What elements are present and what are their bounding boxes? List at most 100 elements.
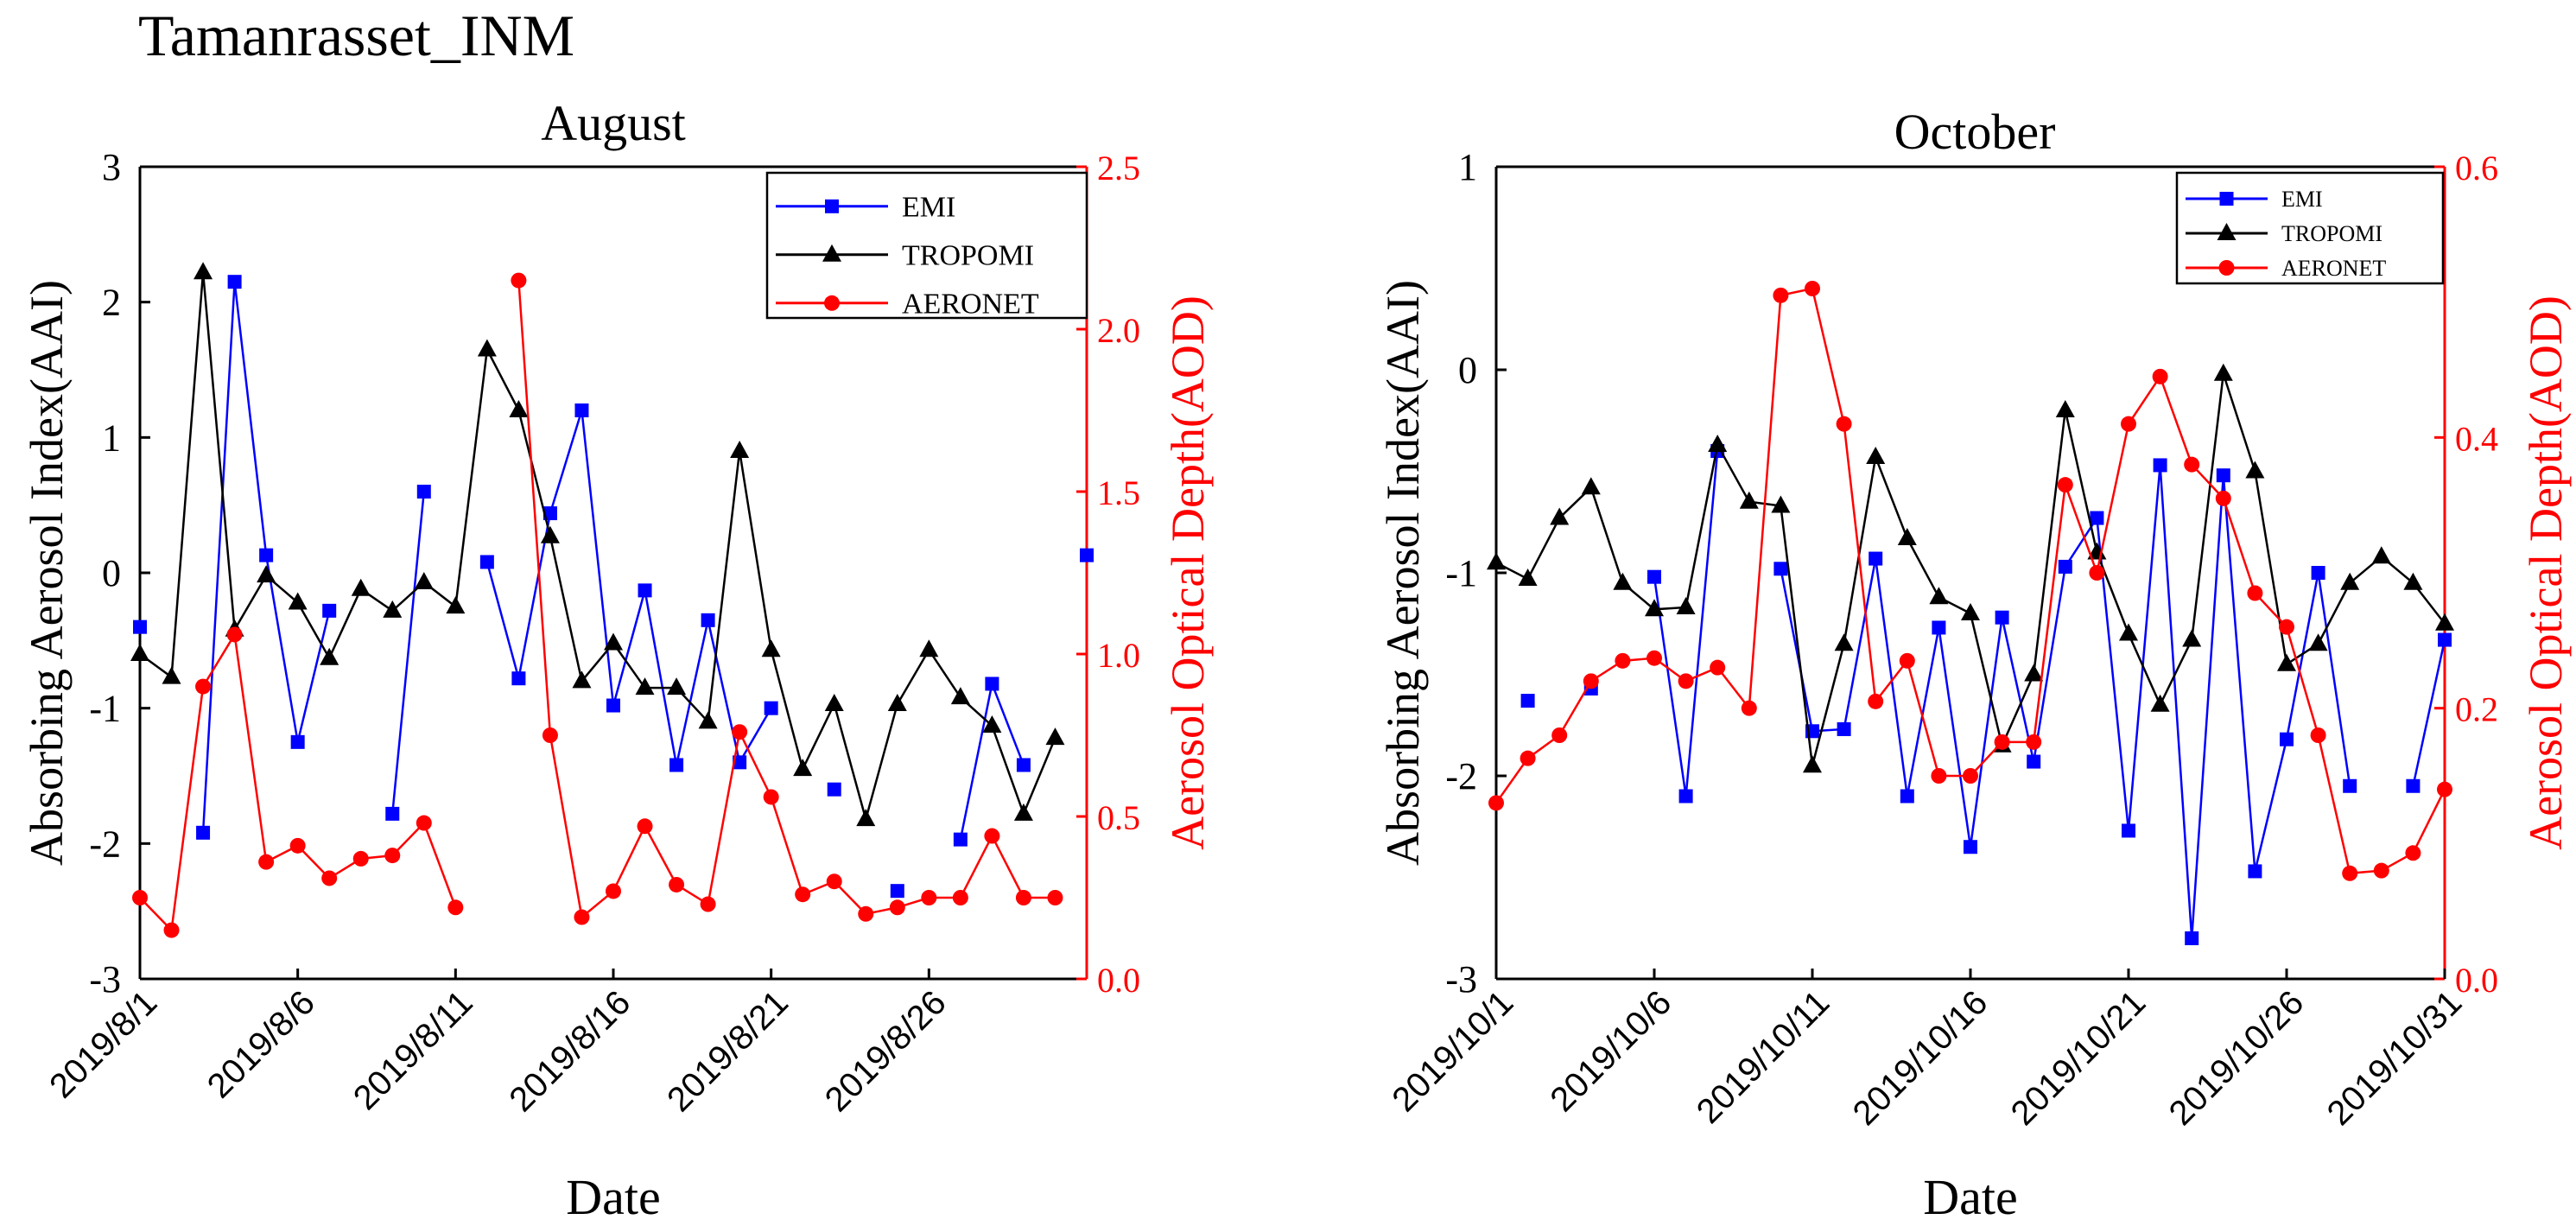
data-point-emi	[290, 734, 305, 749]
data-point-tropomi	[1708, 434, 1728, 452]
data-point-emi	[2185, 931, 2199, 945]
data-point-emi	[985, 677, 999, 691]
x-tick-label: 2019/8/21	[660, 983, 796, 1119]
data-point-emi	[322, 603, 337, 618]
site-title: Tamanrasset_INM	[138, 3, 575, 68]
data-point-emi	[196, 825, 211, 840]
data-point-tropomi	[2150, 694, 2170, 712]
data-point-tropomi	[824, 693, 844, 711]
y-tick-label: 0	[1458, 349, 1477, 391]
data-point-tropomi	[2182, 629, 2202, 647]
data-point-tropomi	[1739, 491, 1759, 509]
data-point-tropomi	[982, 715, 1002, 734]
data-point-aeronet	[1868, 693, 1884, 709]
series-line-emi	[1653, 450, 1719, 797]
data-point-emi	[259, 548, 274, 562]
data-point-tropomi	[1013, 803, 1033, 821]
series-line-emi	[391, 491, 426, 814]
y-tick-label: 1	[1458, 146, 1477, 188]
data-point-aeronet	[1710, 659, 1726, 676]
data-point-aeronet	[2373, 862, 2389, 879]
data-point-emi	[542, 506, 557, 521]
data-point-emi	[2058, 559, 2072, 574]
data-point-emi	[1869, 551, 1883, 566]
y2-tick-label: 0.0	[2455, 961, 2498, 1000]
data-point-aeronet	[1836, 416, 1852, 432]
data-point-aeronet	[858, 905, 874, 922]
data-point-aeronet	[2026, 734, 2042, 750]
data-point-emi	[511, 671, 526, 686]
data-point-aeronet	[1931, 768, 1947, 784]
data-point-aeronet	[1994, 734, 2010, 750]
data-point-emi	[2248, 864, 2262, 879]
data-point-emi	[2406, 778, 2421, 793]
data-point-emi	[416, 485, 431, 499]
data-point-aeronet	[1741, 700, 1757, 716]
data-point-aeronet	[2247, 585, 2263, 601]
data-point-aeronet	[289, 837, 306, 854]
data-point-emi	[953, 832, 968, 847]
data-point-tropomi	[1676, 596, 1696, 614]
data-point-emi	[2438, 632, 2452, 647]
data-point-aeronet	[606, 883, 621, 899]
data-point-aeronet	[416, 815, 432, 831]
data-point-emi	[638, 583, 652, 598]
data-point-tropomi	[162, 666, 181, 684]
x-tick-label: 2019/8/16	[502, 983, 638, 1119]
data-point-emi	[1678, 789, 1693, 804]
data-point-emi	[479, 555, 494, 569]
data-point-tropomi	[2245, 461, 2265, 479]
data-point-tropomi	[1803, 755, 1822, 773]
series-line-emi	[2412, 639, 2446, 787]
data-point-aeronet	[542, 727, 558, 743]
legend-marker-emi	[825, 199, 839, 213]
x-tick-label: 2019/8/26	[818, 983, 954, 1119]
data-point-emi	[733, 755, 747, 770]
data-point-tropomi	[2340, 572, 2360, 590]
x-axis-label: Date	[566, 1169, 661, 1225]
data-point-tropomi	[1487, 552, 1506, 570]
data-point-tropomi	[1929, 587, 1949, 605]
legend-marker-aeronet	[824, 295, 840, 311]
data-point-emi	[606, 698, 620, 713]
data-point-tropomi	[351, 578, 371, 596]
data-point-tropomi	[446, 596, 466, 614]
y2-tick-label: 2.5	[1097, 149, 1140, 187]
data-point-tropomi	[730, 441, 750, 458]
data-point-aeronet	[1963, 768, 1978, 784]
data-point-aeronet	[1678, 673, 1694, 689]
data-point-aeronet	[732, 724, 748, 740]
data-point-aeronet	[889, 899, 905, 916]
data-point-emi	[1900, 789, 1914, 804]
series-tropomi	[130, 262, 1065, 827]
y2-tick-label: 0.0	[1097, 961, 1140, 1000]
data-point-tropomi	[1613, 572, 1633, 590]
data-point-emi	[890, 884, 904, 899]
data-point-tropomi	[2055, 400, 2075, 417]
y-tick-label: 1	[102, 416, 121, 459]
series-emi	[1520, 444, 2452, 945]
data-point-tropomi	[383, 600, 403, 618]
data-point-aeronet	[1488, 795, 1504, 811]
x-tick-label: 2019/8/11	[346, 983, 480, 1117]
data-point-tropomi	[887, 693, 907, 711]
data-point-emi	[1773, 562, 1788, 576]
data-point-emi	[227, 275, 242, 289]
legend-marker-emi	[2219, 192, 2234, 206]
data-point-tropomi	[1834, 633, 1854, 651]
chart-title: August	[541, 95, 686, 151]
y-tick-label: -2	[1445, 755, 1477, 797]
y2-tick-label: 0.4	[2455, 419, 2498, 458]
data-point-tropomi	[1961, 603, 1980, 620]
series-line-tropomi	[139, 272, 1056, 823]
data-point-aeronet	[637, 818, 653, 835]
y-axis-label: Absorbing Aerosol Index(AAI)	[1377, 280, 1429, 866]
data-point-emi	[1520, 694, 1535, 708]
data-point-aeronet	[195, 678, 212, 695]
legend-label-emi: EMI	[902, 192, 955, 224]
data-point-aeronet	[763, 789, 779, 805]
data-point-aeronet	[258, 854, 275, 870]
data-point-aeronet	[2121, 416, 2136, 432]
data-point-tropomi	[698, 711, 718, 729]
